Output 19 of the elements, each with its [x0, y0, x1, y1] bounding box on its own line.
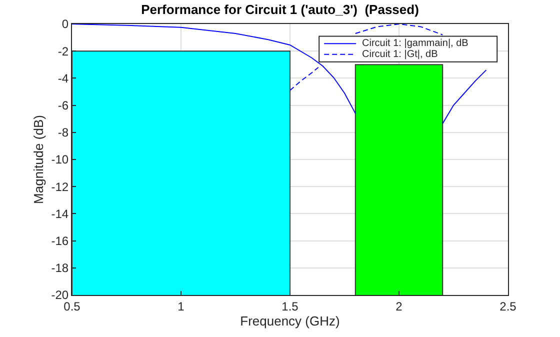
y-tick-label: -2: [58, 44, 69, 58]
y-tick-label: 0: [62, 17, 69, 32]
y-tick-label: -12: [51, 180, 69, 194]
x-tick-label: 1: [178, 299, 185, 314]
x-tick-label: 2.5: [500, 299, 517, 314]
y-tick-label: -10: [51, 152, 69, 167]
y-axis-title: Magnitude (dB): [31, 115, 46, 204]
legend-label: Circuit 1: |Gt|, dB: [362, 49, 438, 60]
y-tick-label: -16: [51, 234, 69, 248]
y-tick-label: -8: [58, 126, 69, 140]
x-axis-title: Frequency (GHz): [240, 313, 340, 328]
y-tick-label: -6: [58, 98, 69, 112]
y-tick-label: -18: [51, 261, 69, 276]
chart-title: Performance for Circuit 1 ('auto_3') (Passed): [141, 2, 419, 18]
x-tick-label: 2: [396, 299, 403, 314]
x-tick-label: 1.5: [282, 299, 299, 314]
y-tick-label: -4: [58, 71, 69, 86]
y-tick-label: -14: [51, 206, 69, 221]
legend-label: Circuit 1: |gammain|, dB: [362, 38, 469, 49]
